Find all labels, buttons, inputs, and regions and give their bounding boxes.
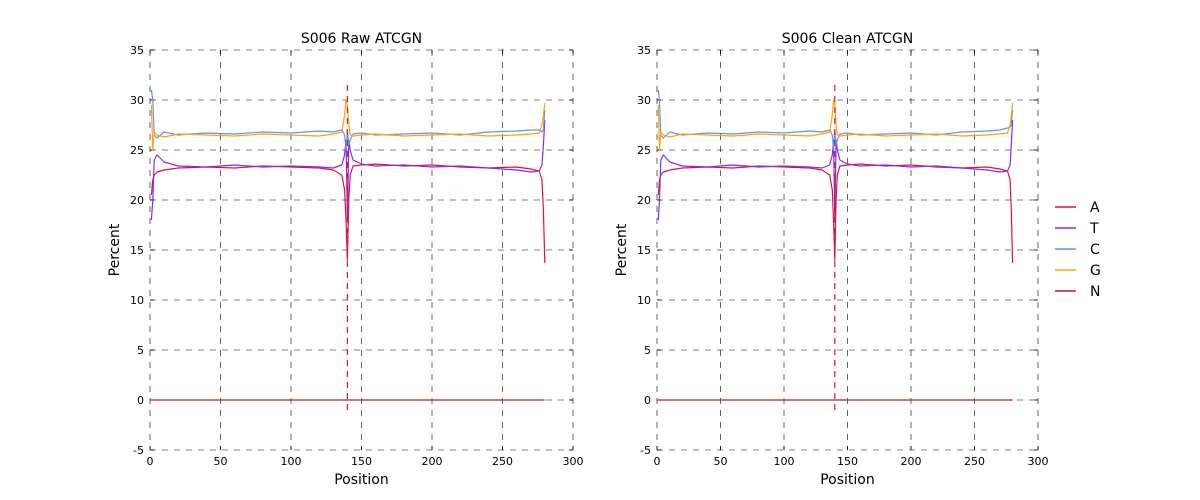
chart-title: S006 Clean ATCGN	[782, 31, 914, 47]
x-tick-label: 300	[563, 455, 584, 468]
legend-label-c: C	[1090, 242, 1100, 258]
y-tick-label: -5	[133, 444, 144, 457]
series-line-g	[150, 99, 546, 151]
legend-label-a: A	[1090, 200, 1100, 216]
x-tick-label: 250	[964, 455, 985, 468]
legend: ATCGN	[1055, 200, 1101, 300]
y-tick-label: 10	[637, 294, 651, 307]
series-line-g	[657, 99, 1014, 151]
x-tick-label: 150	[837, 455, 858, 468]
y-axis-label: Percent	[614, 223, 630, 276]
y-tick-label: 20	[130, 194, 144, 207]
x-tick-label: 50	[714, 455, 728, 468]
y-tick-label: 30	[637, 94, 651, 107]
x-axis-label: Position	[820, 472, 875, 488]
y-tick-label: 25	[637, 144, 651, 157]
y-tick-label: -5	[640, 444, 651, 457]
series-line-a	[150, 163, 546, 264]
x-tick-label: 150	[351, 455, 372, 468]
x-axis-label: Position	[334, 472, 389, 488]
legend-label-n: N	[1090, 284, 1100, 300]
legend-label-t: T	[1089, 221, 1099, 237]
x-tick-label: 100	[281, 455, 302, 468]
series-line-a	[657, 163, 1014, 264]
y-tick-label: 0	[644, 394, 651, 407]
x-tick-label: 50	[214, 455, 228, 468]
x-tick-label: 200	[901, 455, 922, 468]
x-tick-label: 100	[774, 455, 795, 468]
y-tick-label: 30	[130, 94, 144, 107]
y-tick-label: 5	[137, 344, 144, 357]
chart-title: S006 Raw ATCGN	[301, 31, 422, 47]
y-tick-label: 15	[130, 244, 144, 257]
y-tick-label: 15	[637, 244, 651, 257]
x-tick-label: 0	[147, 455, 154, 468]
y-axis-label: Percent	[107, 223, 123, 276]
y-tick-label: 25	[130, 144, 144, 157]
x-tick-label: 300	[1028, 455, 1049, 468]
y-tick-label: 35	[637, 44, 651, 57]
y-tick-label: 5	[644, 344, 651, 357]
x-tick-label: 250	[492, 455, 513, 468]
y-tick-label: 35	[130, 44, 144, 57]
x-tick-label: 200	[422, 455, 443, 468]
x-tick-label: 0	[654, 455, 661, 468]
y-tick-label: 0	[137, 394, 144, 407]
legend-label-g: G	[1090, 263, 1101, 279]
y-tick-label: 20	[637, 194, 651, 207]
y-tick-label: 10	[130, 294, 144, 307]
